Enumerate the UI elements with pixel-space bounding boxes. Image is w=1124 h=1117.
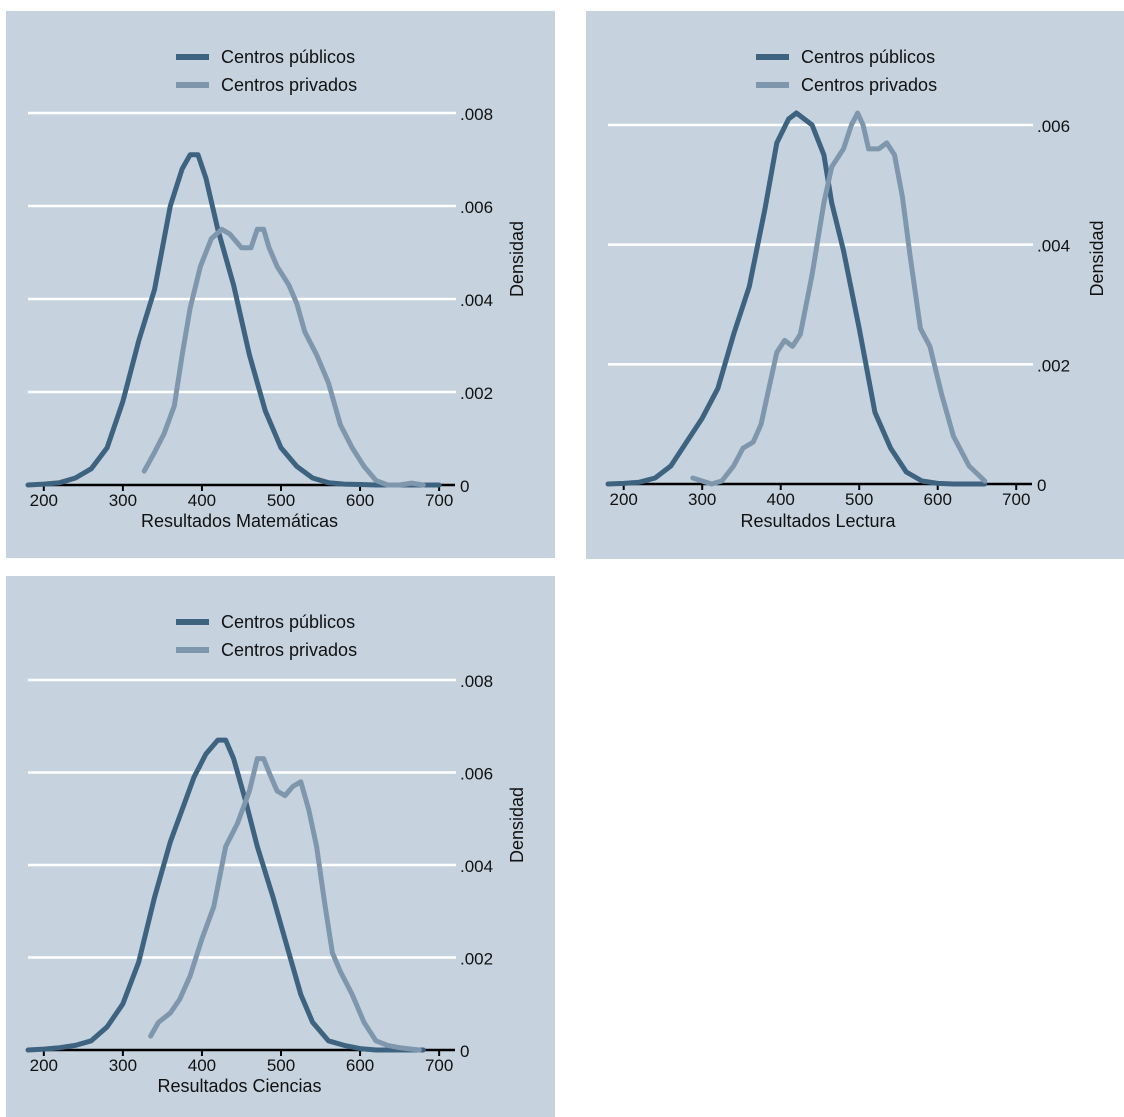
x-axis-title: Resultados Matemáticas	[141, 511, 338, 531]
legend-label: Centros públicos	[221, 612, 355, 632]
x-axis-title: Resultados Ciencias	[157, 1076, 321, 1096]
legend-label: Centros públicos	[221, 47, 355, 67]
y-tick-label: .008	[460, 672, 493, 691]
x-tick-label: 600	[346, 1056, 374, 1075]
x-tick-label: 700	[425, 491, 453, 510]
x-tick-label: 500	[845, 490, 873, 509]
y-tick-label: 0	[460, 1042, 469, 1061]
y-axis-title: Densidad	[507, 221, 527, 297]
x-tick-label: 500	[267, 1056, 295, 1075]
y-axis-title: Densidad	[507, 787, 527, 863]
x-tick-label: 200	[610, 490, 638, 509]
y-tick-label: .006	[1037, 117, 1070, 136]
y-tick-label: .008	[460, 105, 493, 124]
x-tick-label: 500	[267, 491, 295, 510]
x-axis-title: Resultados Lectura	[740, 511, 896, 531]
x-tick-label: 200	[30, 1056, 58, 1075]
y-tick-label: .002	[460, 950, 493, 969]
x-tick-label: 700	[1002, 490, 1030, 509]
y-tick-label: 0	[1037, 476, 1046, 495]
y-tick-label: .004	[460, 291, 493, 310]
chart-ciencias-svg: 0 .002 .004 .006 .008 200 300 400 500 600 700 Centr…	[25, 612, 527, 1096]
series-line-centros-privados	[690, 110, 988, 487]
x-tick-label: 300	[109, 491, 137, 510]
legend-label: Centros privados	[221, 75, 357, 95]
x-tick-label: 300	[109, 1056, 137, 1075]
legend-label: Centros privados	[801, 75, 937, 95]
y-axis-title: Densidad	[1087, 220, 1107, 296]
y-tick-label: 0	[460, 477, 469, 496]
series-line-centros-publicos	[25, 737, 426, 1053]
chart-matematicas-svg: 0 .002 .004 .006 .008 200 300 400 500 600 700 Centr…	[25, 47, 527, 531]
x-tick-label: 300	[688, 490, 716, 509]
series-line-centros-publicos	[25, 152, 442, 488]
x-tick-label: 600	[346, 491, 374, 510]
y-tick-label: .006	[460, 198, 493, 217]
y-tick-label: .004	[460, 857, 493, 876]
y-tick-label: .004	[1037, 237, 1070, 256]
y-tick-label: .002	[1037, 356, 1070, 375]
chart-panel-ciencias: 0 .002 .004 .006 .008 200 300 400 500 600 700 Centr…	[6, 576, 555, 1117]
x-tick-label: 400	[767, 490, 795, 509]
chart-panel-matematicas: 0 .002 .004 .006 .008 200 300 400 500 600 700 Centr…	[6, 11, 555, 558]
legend-label: Centros privados	[221, 640, 357, 660]
x-tick-label: 700	[425, 1056, 453, 1075]
series-line-centros-privados	[141, 226, 426, 488]
x-tick-label: 200	[30, 491, 58, 510]
series-line-centros-publicos	[605, 110, 988, 487]
x-tick-label: 400	[188, 1056, 216, 1075]
y-tick-label: .002	[460, 384, 493, 403]
y-tick-label: .006	[460, 765, 493, 784]
x-tick-label: 400	[188, 491, 216, 510]
series-line-centros-privados	[148, 756, 422, 1053]
chart-lectura-svg: 0 .002 .004 .006 200 300 400 500 600 700 Centros p…	[605, 47, 1107, 531]
x-tick-label: 600	[924, 490, 952, 509]
legend-label: Centros públicos	[801, 47, 935, 67]
chart-panel-lectura: 0 .002 .004 .006 200 300 400 500 600 700 Centros p…	[586, 11, 1124, 559]
